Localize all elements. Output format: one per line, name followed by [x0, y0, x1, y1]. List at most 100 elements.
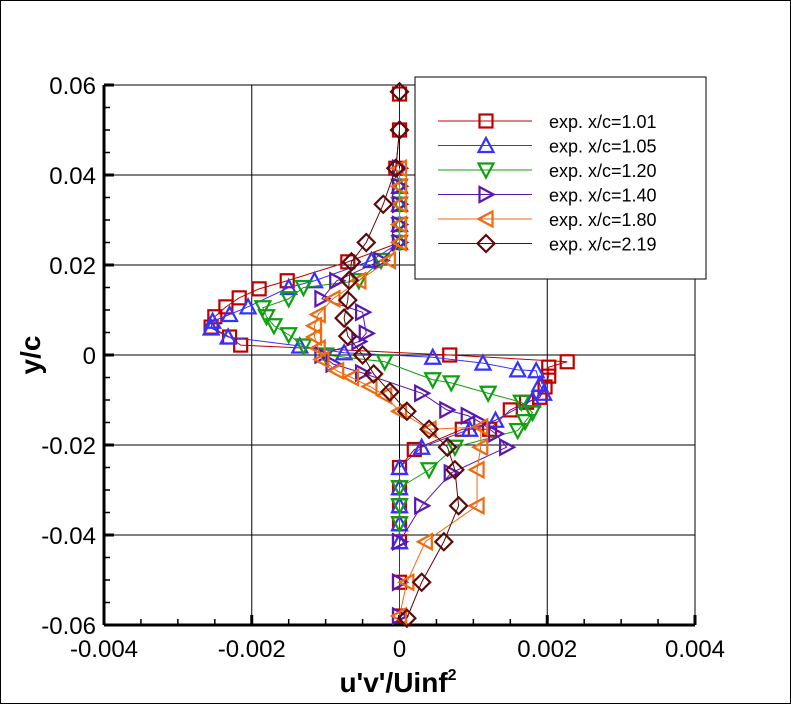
x-tick-label: -0.002	[218, 636, 286, 663]
triangle-down-marker-icon	[523, 405, 542, 423]
legend-label: exp. x/c=1.40	[549, 186, 657, 206]
diamond-marker-icon	[337, 290, 358, 311]
triangle-left-marker-icon	[326, 361, 345, 381]
triangle-down-marker-icon	[349, 273, 369, 291]
triangle-left-marker-icon	[419, 419, 437, 439]
triangle-down-marker-icon	[375, 354, 395, 372]
triangle-down-marker-icon	[390, 516, 409, 534]
triangle-down-marker-icon	[390, 498, 409, 516]
triangle-left-marker-icon	[378, 251, 397, 270]
triangle-left-marker-icon	[470, 417, 489, 437]
legend-label: exp. x/c=1.05	[549, 137, 657, 157]
legend-entry: exp. x/c=1.80	[438, 209, 657, 230]
diamond-marker-icon	[373, 194, 394, 215]
triangle-up-marker-icon	[534, 383, 553, 401]
square-marker-icon	[502, 402, 518, 418]
diamond-marker-icon	[334, 308, 355, 329]
triangle-left-marker-icon	[304, 327, 323, 347]
triangle-down-marker-icon	[419, 462, 439, 480]
diamond-marker-icon	[337, 326, 358, 347]
square-marker-icon	[251, 281, 267, 297]
triangle-up-marker-icon	[201, 318, 221, 336]
triangle-up-marker-icon	[334, 342, 354, 361]
triangle-down-marker-icon	[253, 300, 273, 318]
square-marker-icon	[442, 347, 458, 363]
triangle-left-marker-icon	[415, 532, 433, 552]
triangle-right-marker-icon	[329, 271, 347, 291]
series-line	[343, 91, 460, 619]
triangle-down-marker-icon	[371, 252, 391, 271]
triangle-up-marker-icon	[476, 135, 496, 154]
triangle-right-marker-icon	[373, 251, 391, 270]
legend: exp. x/c=1.01 exp. x/c=1.05 exp. x/c=1.20 e…	[414, 76, 707, 280]
triangle-left-marker-icon	[308, 338, 326, 358]
triangle-left-marker-icon	[349, 271, 367, 291]
triangle-right-marker-icon	[314, 345, 332, 365]
legend-entry: exp. x/c=1.40	[438, 185, 657, 206]
triangle-down-marker-icon	[441, 375, 461, 393]
legend-label: exp. x/c=2.19	[549, 235, 657, 255]
triangle-left-marker-icon	[389, 158, 408, 178]
triangle-right-marker-icon	[487, 424, 506, 444]
legend-label: exp. x/c=1.01	[549, 112, 657, 132]
square-marker-icon	[541, 359, 557, 375]
triangle-down-marker-icon	[257, 309, 276, 327]
triangle-down-marker-icon	[279, 291, 299, 309]
diamond-marker-icon	[475, 233, 497, 254]
diamond-marker-icon	[339, 270, 360, 291]
triangle-left-marker-icon	[470, 437, 489, 457]
plot-axes: -0.004 -0.002 0 0.002 0.004 -0.06 -0.04 -0.02 0 0…	[41, 73, 725, 663]
square-marker-icon	[279, 273, 295, 289]
square-marker-icon	[207, 309, 223, 325]
triangle-right-marker-icon	[414, 496, 432, 516]
triangle-up-marker-icon	[486, 410, 505, 428]
triangle-left-marker-icon	[308, 305, 326, 324]
triangle-left-marker-icon	[389, 233, 408, 252]
triangle-left-marker-icon	[374, 386, 393, 405]
legend-entry: exp. x/c=1.20	[438, 161, 657, 181]
triangle-right-marker-icon	[460, 406, 479, 426]
triangle-down-marker-icon	[515, 414, 535, 432]
diamond-marker-icon	[389, 119, 410, 141]
diamond-marker-icon	[363, 363, 384, 384]
triangle-down-marker-icon	[294, 279, 313, 298]
triangle-left-marker-icon	[389, 215, 408, 234]
diamond-marker-icon	[389, 81, 410, 102]
x-tick-label: 0.002	[517, 636, 577, 663]
y-tick-label: 0.04	[49, 163, 96, 190]
x-tick-label: 0	[393, 636, 406, 663]
triangle-up-marker-icon	[218, 327, 238, 345]
triangle-right-marker-icon	[358, 324, 377, 343]
triangle-right-marker-icon	[478, 185, 496, 204]
x-tick-label: 0.004	[665, 636, 725, 663]
triangle-right-marker-icon	[414, 383, 432, 403]
triangle-down-marker-icon	[264, 318, 284, 336]
triangle-up-marker-icon	[423, 347, 443, 365]
y-tick-label: 0.02	[49, 253, 96, 280]
legend-entry: exp. x/c=2.19	[438, 233, 657, 255]
legend-label: exp. x/c=1.20	[549, 161, 657, 181]
triangle-left-marker-icon	[467, 460, 485, 480]
series-exp-x-c-2-19	[334, 81, 469, 629]
triangle-left-marker-icon	[341, 368, 360, 387]
triangle-right-marker-icon	[391, 532, 410, 552]
triangle-left-marker-icon	[389, 176, 408, 196]
triangle-right-marker-icon	[314, 289, 332, 309]
square-marker-icon	[559, 354, 575, 370]
triangle-right-marker-icon	[499, 437, 517, 457]
triangle-up-marker-icon	[473, 353, 493, 371]
triangle-down-marker-icon	[508, 423, 528, 441]
series-exp-x-c-1-20	[253, 178, 542, 534]
y-tick-label: -0.02	[41, 433, 96, 460]
triangle-down-marker-icon	[279, 327, 299, 345]
data-series	[201, 81, 575, 629]
diamond-marker-icon	[411, 572, 432, 593]
diamond-marker-icon	[385, 158, 406, 179]
y-tick-label: 0	[83, 343, 96, 370]
diamond-marker-icon	[448, 495, 469, 516]
diamond-marker-icon	[437, 437, 458, 458]
legend-entry: exp. x/c=1.05	[438, 135, 657, 157]
triangle-right-marker-icon	[354, 302, 373, 322]
triangle-up-marker-icon	[412, 437, 431, 455]
